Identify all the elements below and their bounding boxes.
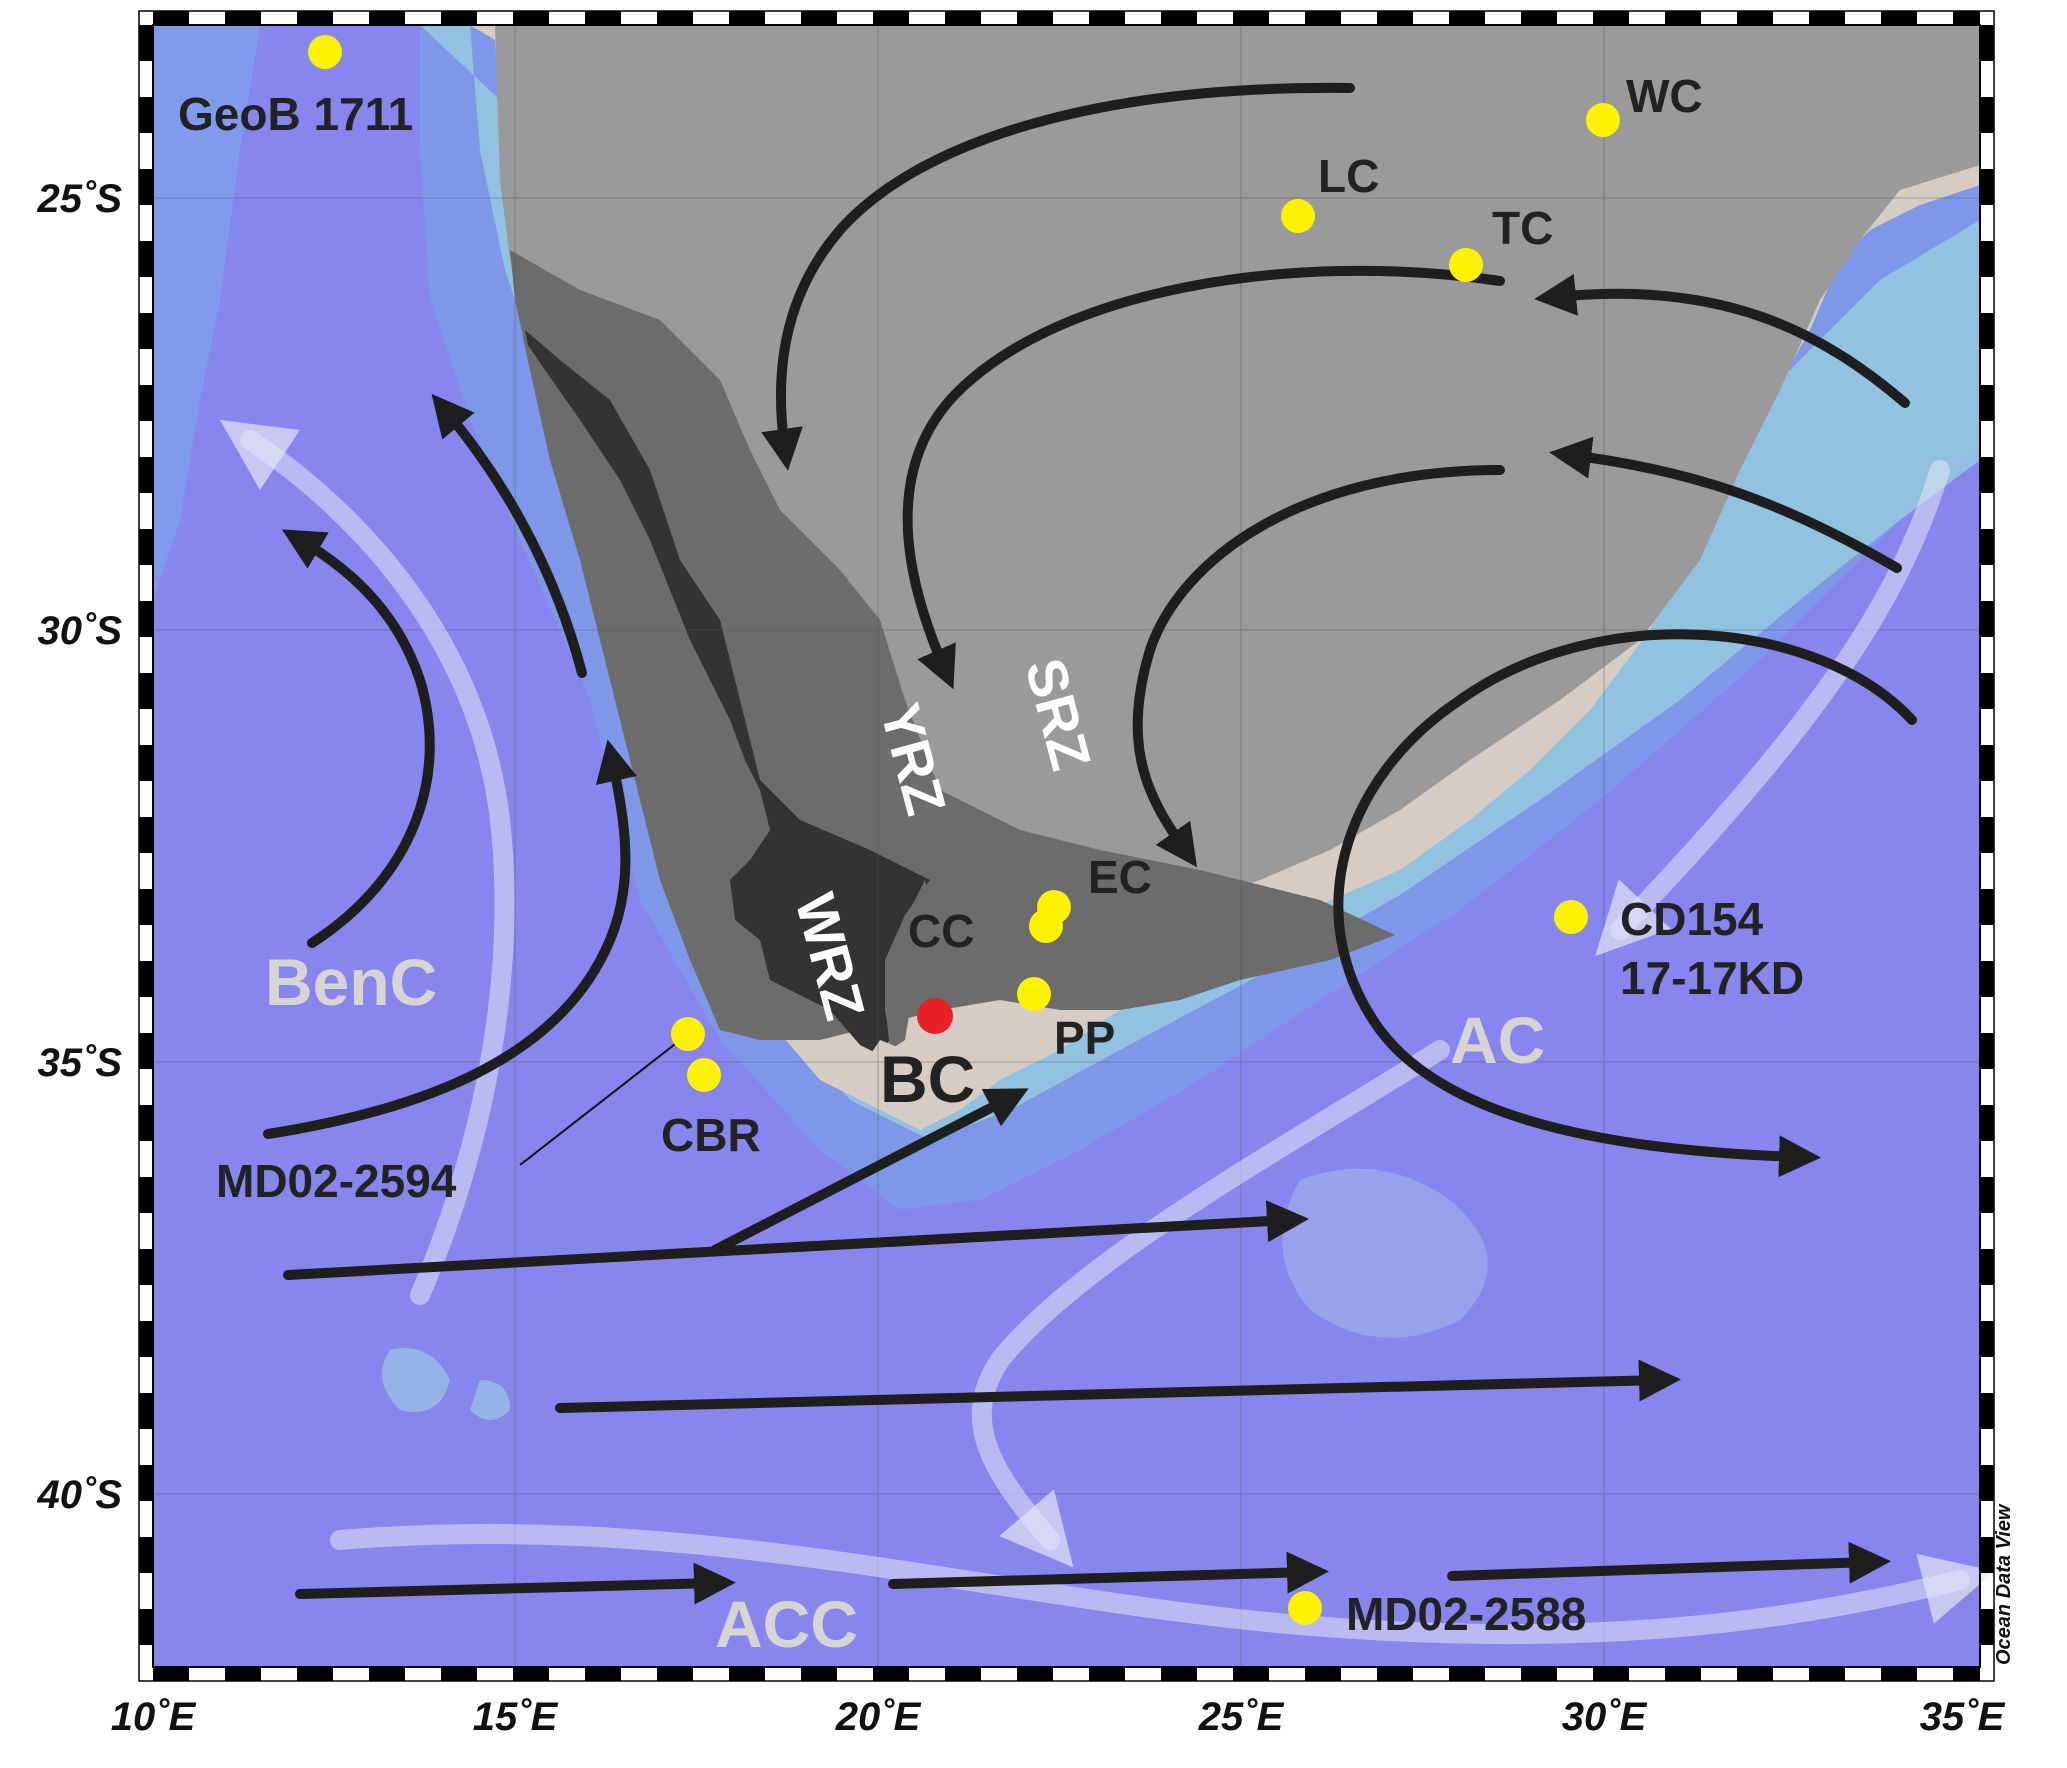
lat-tick-35: 35˚S [38,1041,123,1085]
lat-tick-25: 25˚S [37,177,123,221]
arrow-westerly-3a [295,1562,736,1605]
lat-tick-40: 40˚S [37,1473,123,1517]
land-cape-coast [860,1010,1120,1130]
lon-tick-35: 35˚E [1920,1695,2006,1739]
lon-tick-30: 30˚E [1562,1695,1648,1739]
site-marker-cd154 [1554,900,1588,934]
map-frame [138,10,1995,1682]
lon-tick-10: 10˚E [111,1695,197,1739]
arrow-interior-3 [1132,465,1505,868]
site-markers [308,35,1620,1625]
current-label-benc: BenC [265,945,437,1019]
land-wrz [525,330,930,1055]
land-yrz-edge [885,880,935,1050]
site-label-geob1711: GeoB 1711 [178,88,413,140]
dark-arrows [263,82,1917,1605]
benguela-current-arrow [220,420,515,1305]
arrow-westerly-loop [281,529,435,948]
ocean-seamount-1 [382,1348,450,1412]
acc-arrow [330,1524,1995,1645]
arrow-easterly-2 [1549,436,1902,573]
agulhas-retroflection-arrow [971,1040,1450,1568]
site-label-cd154-line1: CD154 [1620,893,1764,945]
lon-tick-25: 25˚E [1198,1695,1285,1739]
site-marker-wc [1586,103,1620,137]
arrow-retroflection-loop [1333,629,1917,1178]
site-marker-lc [1281,199,1315,233]
lon-tick-15: 15˚E [473,1695,559,1739]
site-marker-md022588 [1288,1591,1322,1625]
site-marker-geob1711 [308,35,342,69]
arrow-westerly-branch [710,1088,1029,1255]
site-label-md022594: MD02-2594 [216,1155,457,1207]
ocean-upper-left [153,25,260,600]
site-label-ec: EC [1088,851,1152,903]
site-marker-bc [917,998,953,1034]
site-marker-md022594 [671,1017,705,1051]
lon-tick-20: 20˚E [835,1695,922,1739]
site-label-cd154-line2: 17-17KD [1620,952,1804,1004]
land-yrz [510,250,1395,1040]
current-label-ac: AC [1450,1003,1545,1077]
site-marker-cc [1029,909,1063,943]
site-label-cc: CC [908,905,974,957]
site-marker-tc [1449,248,1483,282]
site-label-wc: WC [1626,70,1703,122]
arrow-westerly-1 [283,1200,1309,1280]
site-marker-cbr [687,1058,721,1092]
arrow-westerly-3c [1447,1541,1891,1584]
site-label-pp: PP [1054,1012,1115,1064]
arrow-easterly-1 [1534,273,1910,408]
lat-tick-30: 30˚S [38,609,123,653]
credit-odv: Ocean Data View [1993,1503,2015,1665]
site-label-cbr: CBR [661,1109,761,1161]
md022594-leader-line [519,1033,689,1166]
site-label-tc: TC [1492,202,1553,254]
site-label-lc: LC [1318,150,1379,202]
site-marker-pp [1017,977,1051,1011]
current-label-acc: ACC [715,1587,858,1661]
site-label-bc: BC [880,1042,975,1116]
arrow-interior-1 [761,82,1355,471]
axis-labels: 10˚E 15˚E 20˚E 25˚E 30˚E 35˚E 25˚S 30˚S … [37,177,2006,1739]
arrow-upwelling-north [263,739,637,1139]
arrow-westerly-2 [555,1359,1681,1413]
arrow-westerly-3b [888,1551,1329,1594]
arrow-interior-2 [902,265,1505,690]
ocean-seamount-2 [470,1380,510,1420]
site-label-md022588: MD02-2588 [1346,1588,1586,1640]
arrow-west-coast-north [431,393,587,678]
ocean-rise [1282,1168,1488,1338]
